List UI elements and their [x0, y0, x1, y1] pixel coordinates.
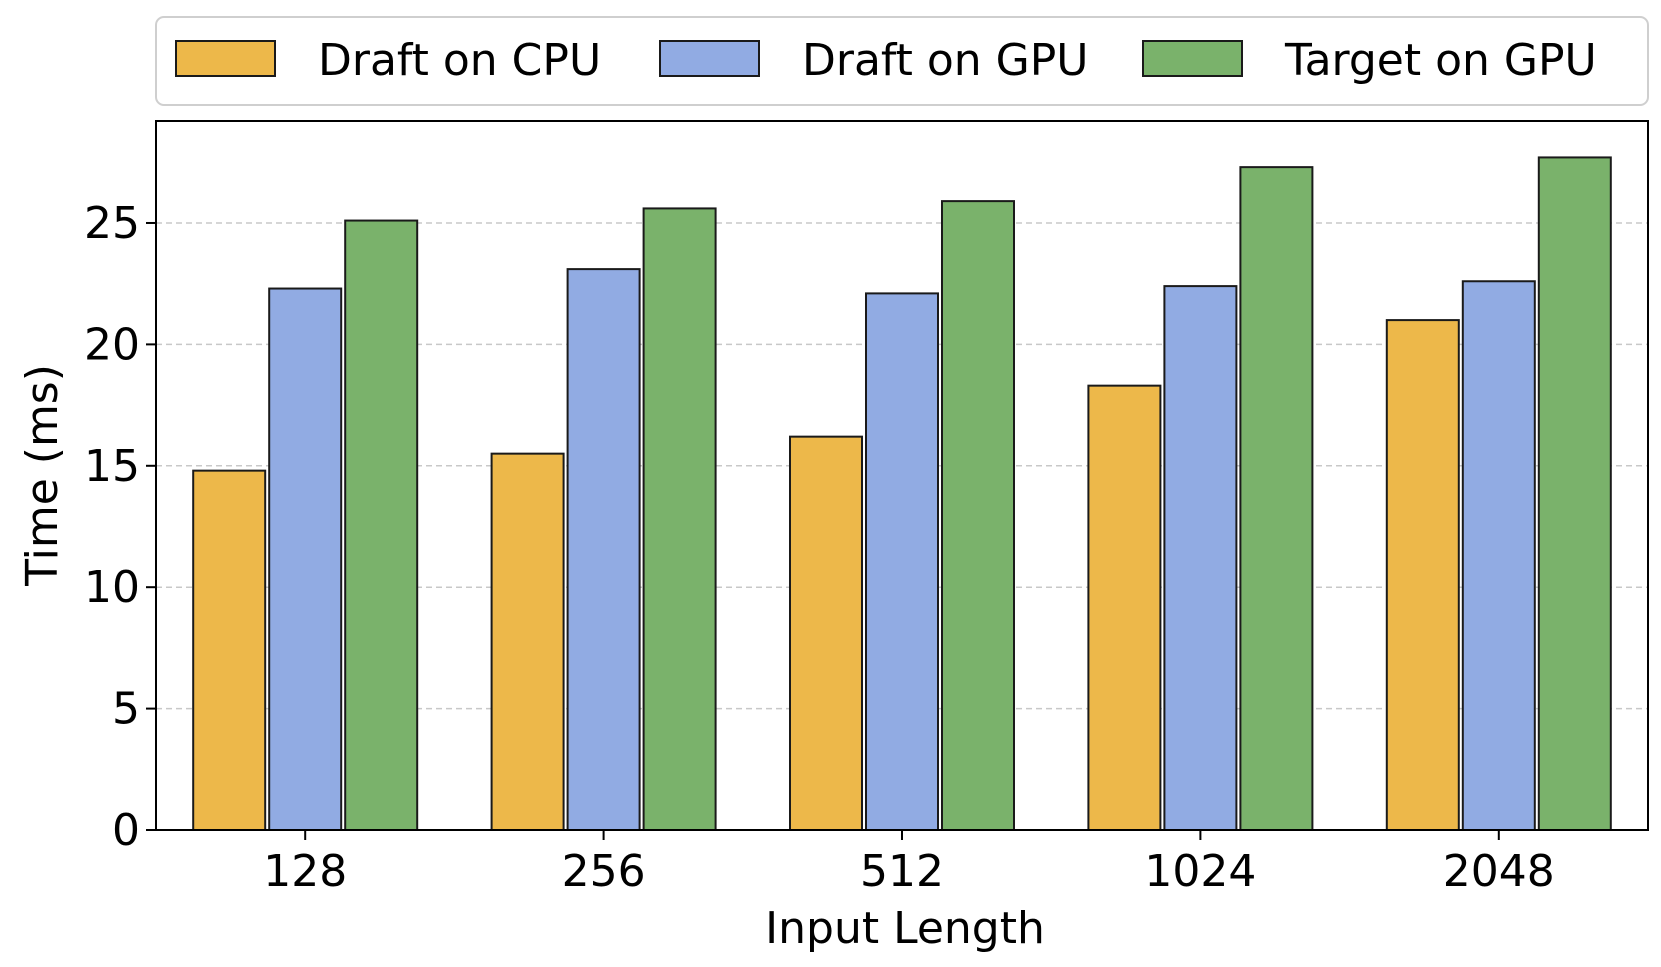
legend-label: Draft on CPU: [318, 35, 601, 86]
x-tick-label: 1024: [1144, 846, 1256, 897]
x-axis: 128 256 512 1024 2048: [263, 830, 1555, 897]
y-axis: 0 5 10 15 20 25: [84, 198, 156, 856]
y-tick-label: 25: [84, 198, 140, 249]
bar: [1537, 156, 1612, 832]
bar: [490, 452, 565, 831]
bar: [1461, 280, 1536, 831]
legend-swatch: [659, 40, 760, 77]
legend-swatch: [1142, 40, 1243, 77]
bar: [1087, 384, 1162, 831]
y-tick-label: 20: [84, 319, 140, 370]
legend-frame: [155, 16, 1649, 106]
x-tick-label: 128: [263, 846, 347, 897]
legend-label: Draft on GPU: [802, 35, 1089, 86]
x-tick-label: 2048: [1443, 846, 1555, 897]
bar: [1163, 285, 1238, 831]
bar: [865, 292, 939, 831]
bar: [268, 287, 343, 831]
bar: [1385, 319, 1460, 831]
x-tick-label: 512: [860, 846, 944, 897]
bars: [192, 156, 1612, 832]
bar: [642, 207, 717, 832]
y-tick-label: 15: [84, 441, 140, 492]
legend-swatch: [175, 40, 276, 77]
x-tick-label: 256: [562, 846, 646, 897]
bar: [941, 200, 1015, 831]
bar: [789, 435, 863, 831]
y-tick-label: 0: [112, 805, 140, 856]
legend: Draft on CPU Draft on GPU Target on GPU: [155, 16, 1649, 106]
bar: [566, 268, 641, 831]
bar: [1239, 166, 1314, 832]
y-axis-label: Time (ms): [17, 364, 68, 587]
bar: [344, 219, 419, 831]
y-tick-label: 10: [84, 562, 140, 613]
y-tick-label: 5: [112, 684, 140, 735]
x-axis-label: Input Length: [765, 903, 1045, 954]
legend-label: Target on GPU: [1284, 35, 1597, 86]
bar: [192, 469, 267, 831]
